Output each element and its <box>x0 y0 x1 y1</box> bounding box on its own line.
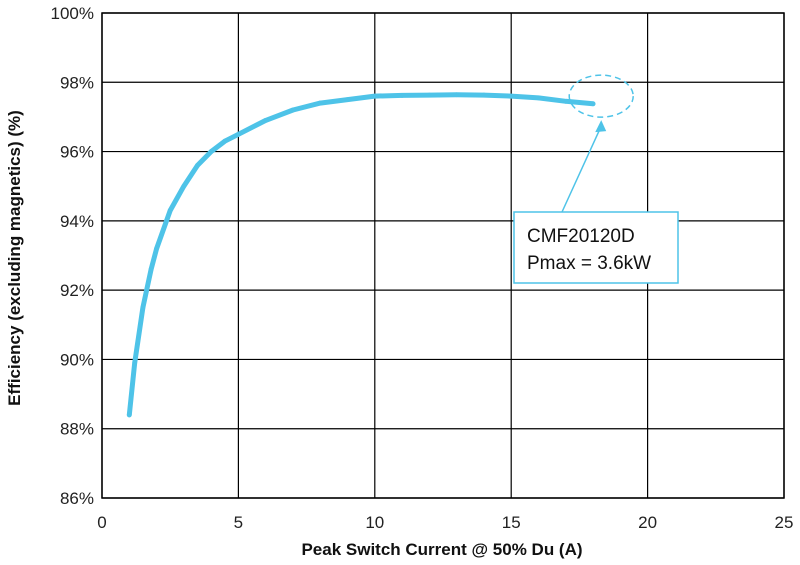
arrowhead-icon <box>595 120 607 133</box>
data-point <box>263 117 269 123</box>
data-point <box>399 93 405 98</box>
data-point <box>208 149 214 154</box>
data-point <box>426 92 432 98</box>
y-tick-label: 92% <box>60 281 94 300</box>
data-point <box>536 95 541 101</box>
data-point <box>132 360 138 366</box>
x-axis-title: Peak Switch Current @ 50% Du (A) <box>301 540 582 559</box>
data-point <box>236 131 241 137</box>
highlight-ellipse <box>568 74 634 118</box>
y-tick-label: 88% <box>60 420 94 439</box>
data-point <box>563 98 569 104</box>
efficiency-series-line <box>126 92 596 418</box>
data-point <box>372 93 378 99</box>
x-tick-label: 20 <box>638 513 657 532</box>
annotation-box <box>513 211 679 284</box>
data-point <box>222 138 228 144</box>
data-point <box>454 92 460 98</box>
series-group <box>126 92 596 418</box>
x-tick-label: 25 <box>775 513 794 532</box>
data-point <box>126 412 132 418</box>
chart-grid <box>101 12 785 499</box>
data-point <box>181 183 187 189</box>
y-tick-label: 94% <box>60 212 94 231</box>
y-tick-label: 90% <box>60 350 94 369</box>
data-point <box>148 266 154 272</box>
y-axis-ticks: 86% 88% 90% 92% 94% 96% 98% 100% <box>51 4 94 508</box>
x-tick-label: 15 <box>502 513 521 532</box>
y-tick-label: 100% <box>51 4 94 23</box>
y-axis-title: Efficiency (excluding magnetics) (%) <box>5 110 24 406</box>
data-point <box>481 92 487 98</box>
data-point <box>154 246 159 251</box>
annotation-text-line: CMF20120D <box>527 226 635 247</box>
annotation-group: CMF20120D Pmax = 3.6kW <box>513 74 679 284</box>
plot-frame <box>101 12 785 499</box>
x-axis-ticks: 0 5 10 15 20 25 <box>97 513 793 532</box>
x-tick-label: 5 <box>234 513 243 532</box>
data-point <box>345 97 350 103</box>
y-tick-label: 98% <box>60 73 94 92</box>
data-point <box>317 100 323 106</box>
annotation-leader-line <box>561 125 602 213</box>
annotation-text-line: Pmax = 3.6kW <box>527 253 651 274</box>
data-point <box>167 208 173 213</box>
data-point <box>290 107 296 113</box>
y-tick-label: 96% <box>60 143 94 162</box>
x-tick-label: 10 <box>365 513 384 532</box>
x-tick-label: 0 <box>97 513 106 532</box>
data-point <box>140 305 146 310</box>
data-point <box>508 93 514 99</box>
data-point <box>195 163 200 168</box>
y-tick-label: 86% <box>60 489 94 508</box>
data-point <box>590 101 596 107</box>
